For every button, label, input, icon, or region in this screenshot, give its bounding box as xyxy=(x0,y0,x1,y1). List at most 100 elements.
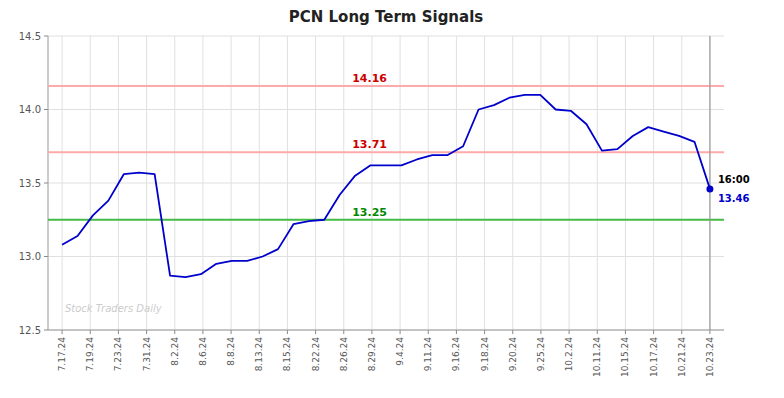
grid-line xyxy=(202,36,203,330)
tick-label: 8.15.24 xyxy=(282,337,292,372)
tick-label: 14.5 xyxy=(19,31,41,42)
tick-mark xyxy=(569,330,570,334)
tick-mark xyxy=(44,36,48,37)
grid-line xyxy=(484,36,485,330)
grid-line xyxy=(90,36,91,330)
tick-label: 9.16.24 xyxy=(451,337,461,372)
tick-label: 9.20.24 xyxy=(508,337,518,372)
tick-label: 10.21.24 xyxy=(677,337,687,377)
grid-line xyxy=(569,36,570,330)
tick-mark xyxy=(62,330,63,334)
tick-label: 8.22.24 xyxy=(311,337,321,372)
tick-mark xyxy=(597,330,598,334)
grid-line xyxy=(48,330,724,331)
grid-line xyxy=(315,36,316,330)
tick-mark xyxy=(118,330,119,334)
tick-label: 8.6.24 xyxy=(198,337,208,366)
tick-mark xyxy=(174,330,175,334)
tick-label: 13.0 xyxy=(19,251,41,262)
grid-line xyxy=(681,36,682,330)
tick-mark xyxy=(484,330,485,334)
tick-label: 10.23.24 xyxy=(705,337,715,377)
tick-label: 9.25.24 xyxy=(536,337,546,372)
tick-label: 9.4.24 xyxy=(395,337,405,366)
annotation: 13.46 xyxy=(718,193,750,204)
tick-mark xyxy=(428,330,429,334)
reference-label: 14.16 xyxy=(352,72,387,85)
tick-label: 10.11.24 xyxy=(592,337,602,377)
tick-mark xyxy=(259,330,260,334)
reference-line xyxy=(48,219,724,221)
tick-mark xyxy=(625,330,626,334)
tick-mark xyxy=(44,256,48,257)
tick-mark xyxy=(371,330,372,334)
tick-mark xyxy=(44,330,48,331)
tick-label: 12.5 xyxy=(19,325,41,336)
tick-mark xyxy=(287,330,288,334)
reference-line xyxy=(48,85,724,87)
last-point xyxy=(706,185,713,192)
x-axis xyxy=(48,330,724,331)
grid-line xyxy=(146,36,147,330)
grid-line xyxy=(174,36,175,330)
grid-line xyxy=(428,36,429,330)
grid-line xyxy=(343,36,344,330)
tick-label: 10.15.24 xyxy=(620,337,630,377)
grid-line xyxy=(653,36,654,330)
tick-mark xyxy=(343,330,344,334)
grid-line xyxy=(540,36,541,330)
tick-label: 7.19.24 xyxy=(85,337,95,372)
grid-line xyxy=(231,36,232,330)
grid xyxy=(48,36,724,330)
tick-label: 10.17.24 xyxy=(649,337,659,377)
tick-mark xyxy=(202,330,203,334)
tick-mark xyxy=(231,330,232,334)
grid-line xyxy=(625,36,626,330)
tick-mark xyxy=(653,330,654,334)
tick-mark xyxy=(315,330,316,334)
reference-label: 13.25 xyxy=(352,206,387,219)
tick-mark xyxy=(44,183,48,184)
tick-label: 9.11.24 xyxy=(423,337,433,372)
tick-label: 9.18.24 xyxy=(480,337,490,372)
tick-mark xyxy=(146,330,147,334)
tick-label: 13.5 xyxy=(19,178,41,189)
grid-line xyxy=(287,36,288,330)
plot-area xyxy=(48,36,724,330)
title: PCN Long Term Signals xyxy=(289,8,484,26)
tick-mark xyxy=(456,330,457,334)
grid-line xyxy=(709,36,710,330)
tick-label: 7.31.24 xyxy=(142,337,152,372)
reference-line xyxy=(48,151,724,153)
tick-mark xyxy=(90,330,91,334)
tick-label: 7.23.24 xyxy=(113,337,123,372)
tick-label: 14.0 xyxy=(19,104,41,115)
watermark: Stock Traders Daily xyxy=(65,303,163,314)
tick-label: 7.17.24 xyxy=(57,337,67,372)
grid-line xyxy=(597,36,598,330)
grid-line xyxy=(62,36,63,330)
grid-line xyxy=(48,109,724,110)
reference-label: 13.71 xyxy=(352,138,387,151)
background xyxy=(0,0,784,398)
tick-label: 8.29.24 xyxy=(367,337,377,372)
tick-label: 8.26.24 xyxy=(339,337,349,372)
grid-line xyxy=(48,256,724,257)
grid-line xyxy=(48,36,724,37)
tick-mark xyxy=(400,330,401,334)
tick-mark xyxy=(512,330,513,334)
annotation: 16:00 xyxy=(718,174,750,185)
grid-line xyxy=(456,36,457,330)
grid-line xyxy=(259,36,260,330)
tick-label: 8.8.24 xyxy=(226,337,236,366)
tick-label: 8.2.24 xyxy=(170,337,180,366)
y-axis xyxy=(48,36,49,330)
chart: PCN Long Term Signals 12.5 13.0 13.5 14.0 14.… xyxy=(0,0,784,398)
tick-mark xyxy=(44,109,48,110)
grid-line xyxy=(512,36,513,330)
tick-label: 10.2.24 xyxy=(564,337,574,372)
tick-mark xyxy=(709,330,710,334)
last-point-line xyxy=(709,36,710,330)
grid-line xyxy=(48,183,724,184)
grid-line xyxy=(400,36,401,330)
